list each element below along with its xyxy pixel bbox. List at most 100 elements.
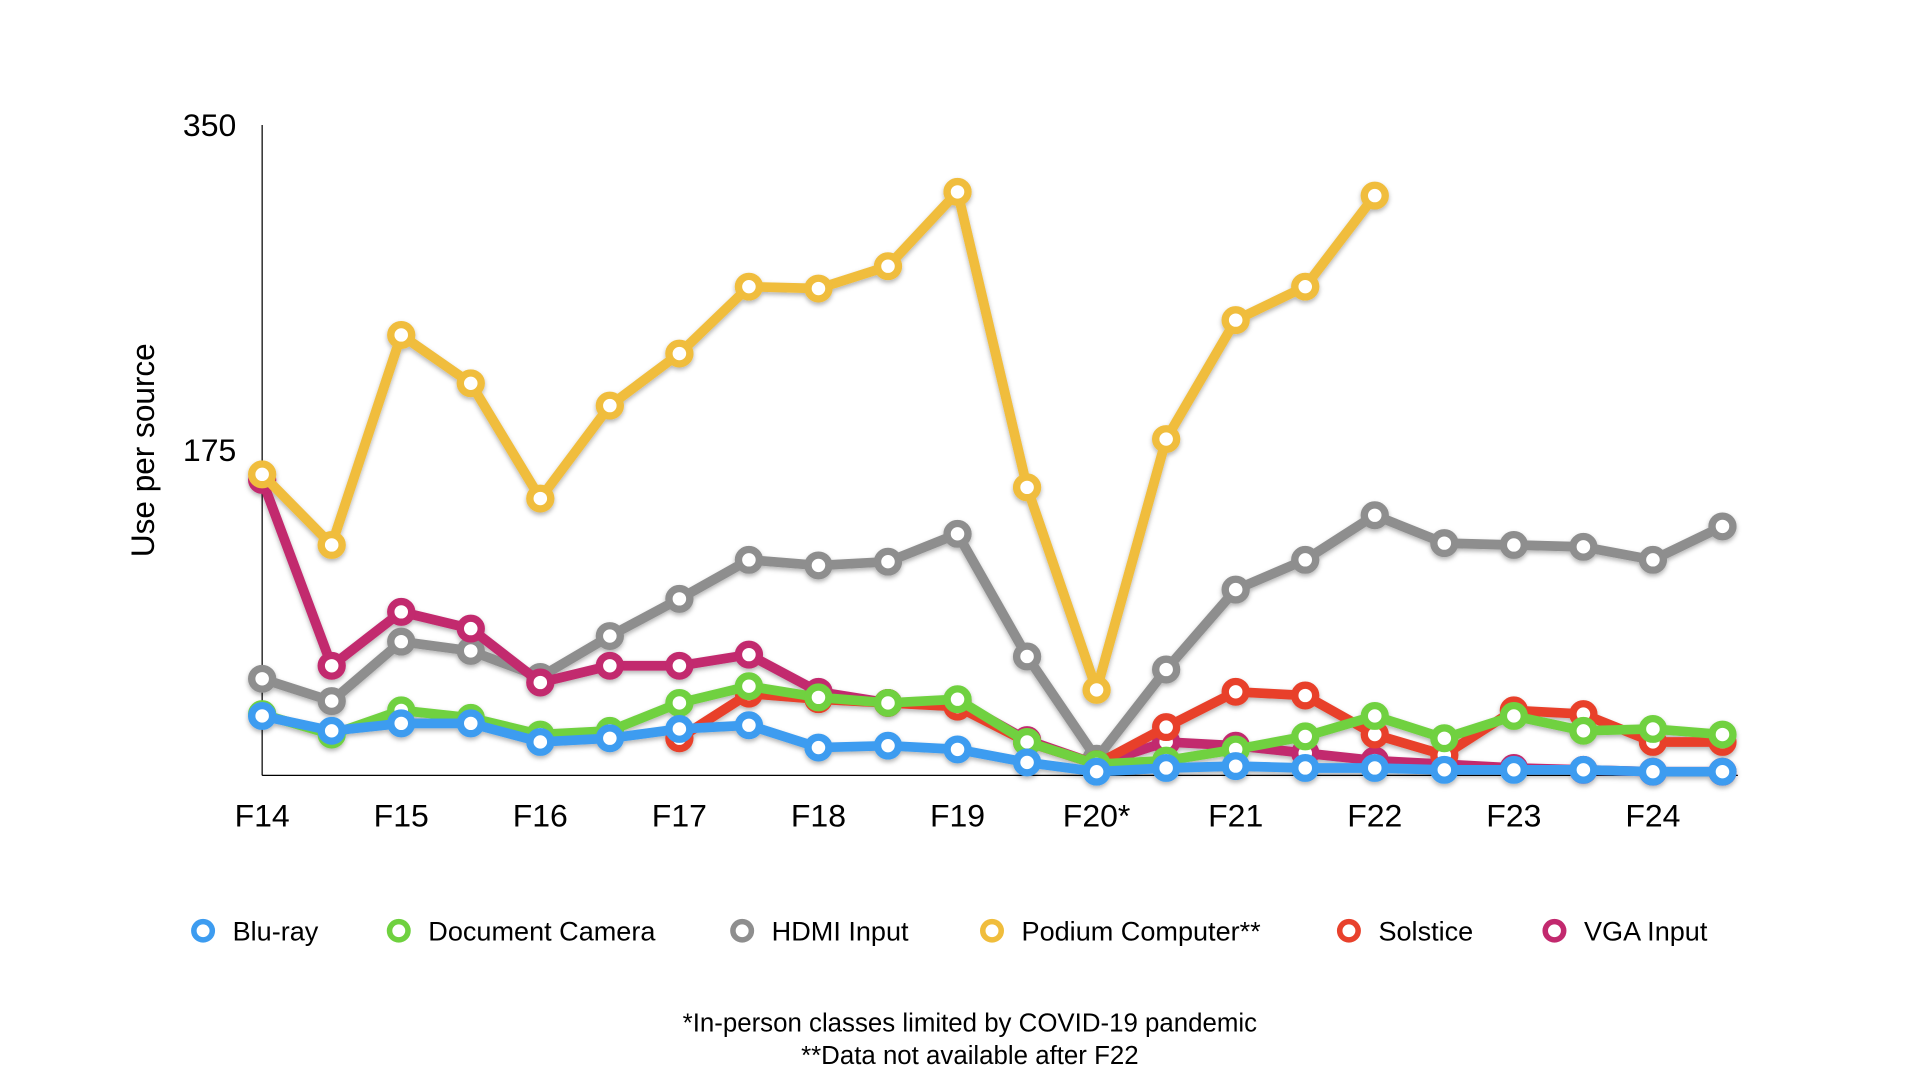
data-point <box>1499 755 1529 784</box>
data-point <box>1430 529 1459 558</box>
data-point <box>317 716 346 745</box>
x-tick-label: F15 <box>374 798 429 834</box>
legend-item: Podium Computer** <box>980 917 1261 946</box>
data-point <box>734 711 764 740</box>
legend-label: Blu-ray <box>233 917 319 947</box>
data-point <box>1291 681 1320 710</box>
data-point <box>1012 642 1042 671</box>
x-tick-label: F23 <box>1486 798 1541 834</box>
data-point <box>873 688 903 717</box>
y-axis-label: Use per source <box>125 343 161 557</box>
data-point <box>1152 754 1181 782</box>
data-point <box>734 640 764 669</box>
series-hdmi-input <box>248 501 1737 773</box>
data-point <box>456 709 485 738</box>
legend-marker-icon <box>980 918 1004 943</box>
data-point <box>734 672 764 701</box>
data-point <box>1360 754 1389 782</box>
legend-label: HDMI Input <box>772 917 909 947</box>
data-point <box>1638 757 1668 786</box>
data-point <box>734 545 764 574</box>
data-point <box>317 531 346 559</box>
data-point <box>317 687 346 716</box>
data-point <box>1708 720 1737 749</box>
data-point <box>456 369 485 398</box>
series-line <box>257 510 1728 764</box>
data-point <box>873 731 903 760</box>
data-point <box>665 688 694 717</box>
data-point <box>1221 575 1250 604</box>
data-point <box>804 274 833 303</box>
data-point <box>665 339 694 368</box>
x-tick-label: F18 <box>791 798 846 834</box>
data-point <box>1569 755 1598 784</box>
data-point <box>595 724 625 753</box>
data-point <box>1221 752 1250 781</box>
data-point <box>1708 512 1737 541</box>
data-point <box>1430 755 1459 784</box>
data-point <box>595 651 625 680</box>
data-point <box>1360 501 1389 530</box>
data-point <box>1569 716 1598 745</box>
data-point <box>1152 425 1181 454</box>
data-point <box>595 391 625 420</box>
data-point <box>387 321 416 349</box>
data-point <box>1499 531 1529 559</box>
data-point <box>1291 272 1320 301</box>
series-document-camera <box>248 672 1737 779</box>
data-point <box>1708 757 1737 786</box>
data-point <box>387 627 416 656</box>
data-point <box>873 547 903 576</box>
legend-item: HDMI Input <box>730 917 909 947</box>
legend-marker-icon <box>730 918 755 943</box>
legend-item: Blu-ray <box>191 917 319 947</box>
x-tick-label: F24 <box>1625 798 1680 834</box>
data-point <box>804 683 833 712</box>
legend-marker-icon <box>191 918 216 943</box>
data-point <box>665 715 694 743</box>
data-point <box>526 728 555 756</box>
data-point <box>873 252 903 281</box>
legend-item: VGA Input <box>1542 917 1708 947</box>
x-tick-label: F22 <box>1347 798 1402 834</box>
data-point <box>804 551 833 580</box>
data-point <box>1012 473 1042 502</box>
legend-marker-icon <box>1542 918 1567 943</box>
data-point <box>317 651 346 680</box>
x-tick-label: F16 <box>513 798 568 834</box>
footnote-data-availability: **Data not available after F22 <box>801 1042 1139 1070</box>
data-point <box>1430 724 1459 753</box>
data-point <box>1012 748 1042 777</box>
data-point <box>1360 701 1389 730</box>
footnote-covid: *In-person classes limited by COVID-19 p… <box>683 1010 1258 1038</box>
data-point <box>1638 715 1668 743</box>
legend-item: Solstice <box>1336 917 1473 946</box>
series-line <box>257 681 1728 770</box>
data-point <box>526 668 555 697</box>
series-blu-ray <box>248 701 1737 786</box>
legend-marker-icon <box>1336 918 1361 943</box>
data-point <box>595 622 625 650</box>
data-point <box>387 597 416 626</box>
data-point <box>248 460 277 489</box>
data-point <box>1082 675 1111 704</box>
x-tick-label: F14 <box>235 798 290 834</box>
x-tick-label: F21 <box>1208 798 1263 834</box>
data-point <box>1291 754 1320 782</box>
data-point <box>1638 545 1668 574</box>
data-point <box>665 584 694 613</box>
data-point <box>526 484 555 513</box>
data-point <box>734 272 764 301</box>
x-tick-label: F20* <box>1063 798 1131 834</box>
data-point <box>804 733 833 762</box>
data-point <box>1221 677 1250 706</box>
y-tick-label: 175 <box>183 432 236 468</box>
data-point <box>1499 701 1529 730</box>
data-point <box>1291 722 1320 751</box>
x-tick-label: F19 <box>930 798 985 834</box>
legend-label: VGA Input <box>1584 917 1708 947</box>
data-point <box>943 519 972 548</box>
data-point <box>1360 181 1389 210</box>
data-point <box>1152 713 1181 742</box>
